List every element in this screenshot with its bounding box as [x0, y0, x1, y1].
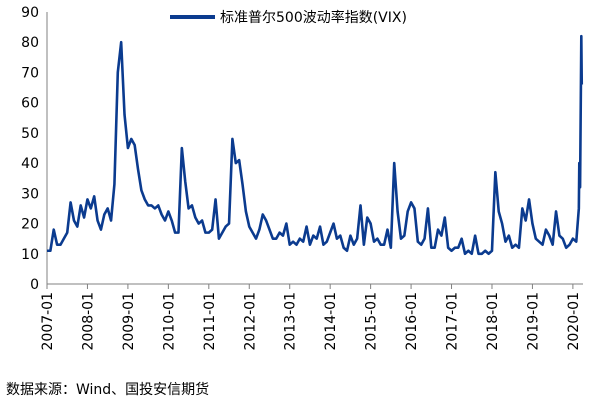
series-line: [47, 34, 584, 256]
y-tick-label: 50: [21, 126, 39, 142]
x-tick-label: 2007-01: [40, 292, 56, 351]
plot-area: [47, 34, 584, 256]
x-tick-label: 2009-01: [121, 292, 137, 351]
x-tick-label: 2013-01: [283, 292, 299, 351]
y-tick-label: 80: [21, 35, 39, 51]
x-tick-label: 2016-01: [404, 292, 420, 351]
y-tick-label: 90: [21, 5, 39, 21]
x-tick-label: 2015-01: [364, 292, 380, 351]
source-note: 数据来源：Wind、国投安信期货: [6, 382, 210, 398]
x-tick-label: 2010-01: [161, 292, 177, 351]
y-tick-label: 10: [21, 247, 39, 263]
x-tick-label: 2019-01: [525, 292, 541, 351]
legend: 标准普尔500波动率指数(VIX): [170, 9, 407, 26]
x-tick-label: 2018-01: [485, 292, 501, 351]
legend-label: 标准普尔500波动率指数(VIX): [220, 9, 407, 26]
x-tick-label: 2008-01: [80, 292, 96, 351]
y-tick-label: 70: [21, 65, 39, 81]
x-tick-label: 2020-01: [566, 292, 582, 351]
x-axis: 2007-01 2008-01 2009-01 2010-01 2011-01 2012-…: [40, 283, 583, 351]
x-tick-label: 2012-01: [242, 292, 258, 351]
x-tick-label: 2014-01: [323, 292, 339, 351]
y-tick-label: 30: [21, 186, 39, 202]
y-tick-label: 20: [21, 217, 39, 233]
x-tick-label: 2011-01: [202, 292, 218, 351]
y-tick-label: 0: [30, 277, 39, 293]
y-tick-label: 40: [21, 156, 39, 172]
y-tick-label: 60: [21, 96, 39, 112]
y-axis: 0 10 20 30 40 50 60 70 80 90: [21, 5, 48, 293]
x-tick-label: 2017-01: [445, 292, 461, 351]
